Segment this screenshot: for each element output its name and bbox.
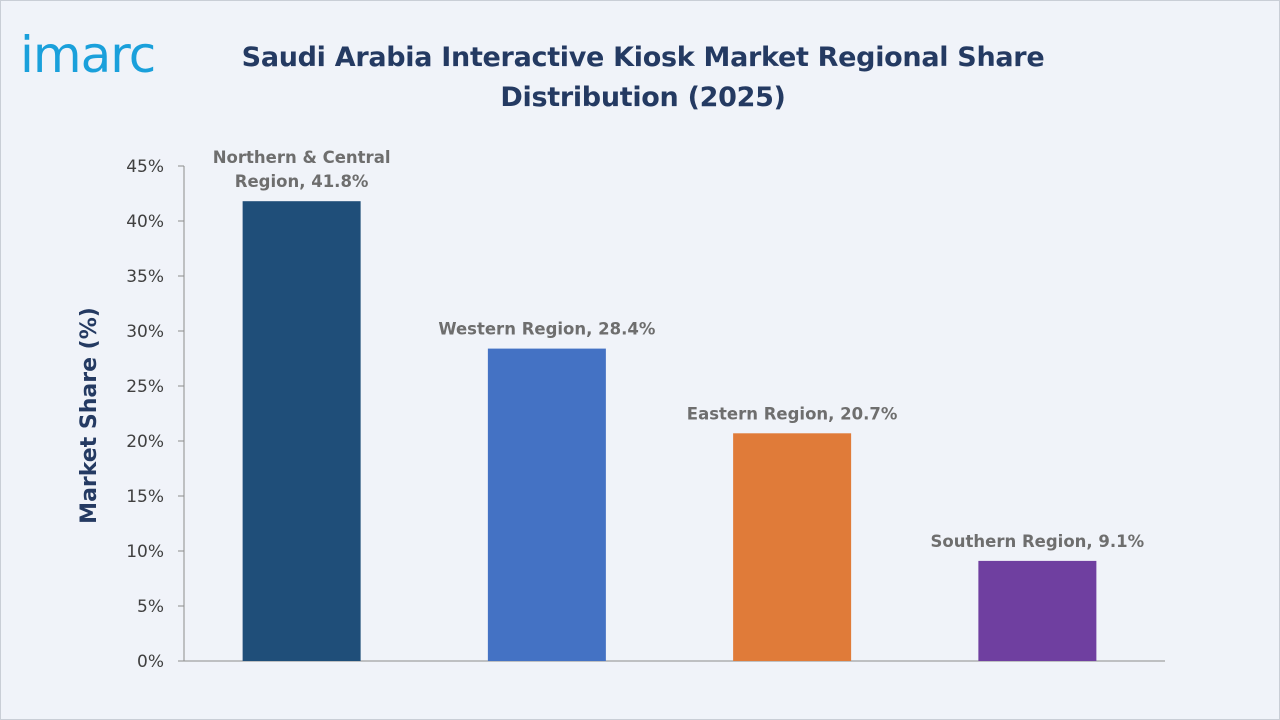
y-tick-label: 45% bbox=[126, 157, 164, 177]
data-label: Northern & Central Region, 41.8% bbox=[213, 148, 391, 191]
y-tick-label: 25% bbox=[126, 377, 164, 397]
data-label: Western Region, 28.4% bbox=[438, 320, 655, 339]
data-label: Southern Region, 9.1% bbox=[931, 532, 1145, 551]
chart-title: Saudi Arabia Interactive Kiosk Market Re… bbox=[241, 42, 1045, 113]
y-tick-label: 30% bbox=[126, 322, 164, 342]
y-axis-title: Market Share (%) bbox=[77, 307, 102, 524]
imarc-logo: imarc bbox=[20, 26, 156, 82]
y-axis: 0% 5% 10% 15% 20% 25% 30% 35% 40% 45% bbox=[126, 157, 1165, 672]
y-tick-label: 20% bbox=[126, 432, 164, 452]
data-label: Eastern Region, 20.7% bbox=[687, 404, 898, 423]
y-tick-label: 5% bbox=[137, 597, 164, 617]
y-tick-label: 35% bbox=[126, 267, 164, 287]
data-labels: Northern & Central Region, 41.8% Western R… bbox=[213, 148, 1145, 551]
bars bbox=[242, 201, 1097, 661]
bar bbox=[978, 560, 1097, 661]
bar bbox=[733, 433, 852, 661]
logo-text: imarc bbox=[20, 26, 155, 82]
y-tick-label: 0% bbox=[137, 652, 164, 672]
bar bbox=[487, 348, 606, 661]
y-tick-label: 10% bbox=[126, 542, 164, 562]
y-tick-label: 40% bbox=[126, 212, 164, 232]
y-tick-label: 15% bbox=[126, 487, 164, 507]
bar bbox=[242, 201, 361, 661]
